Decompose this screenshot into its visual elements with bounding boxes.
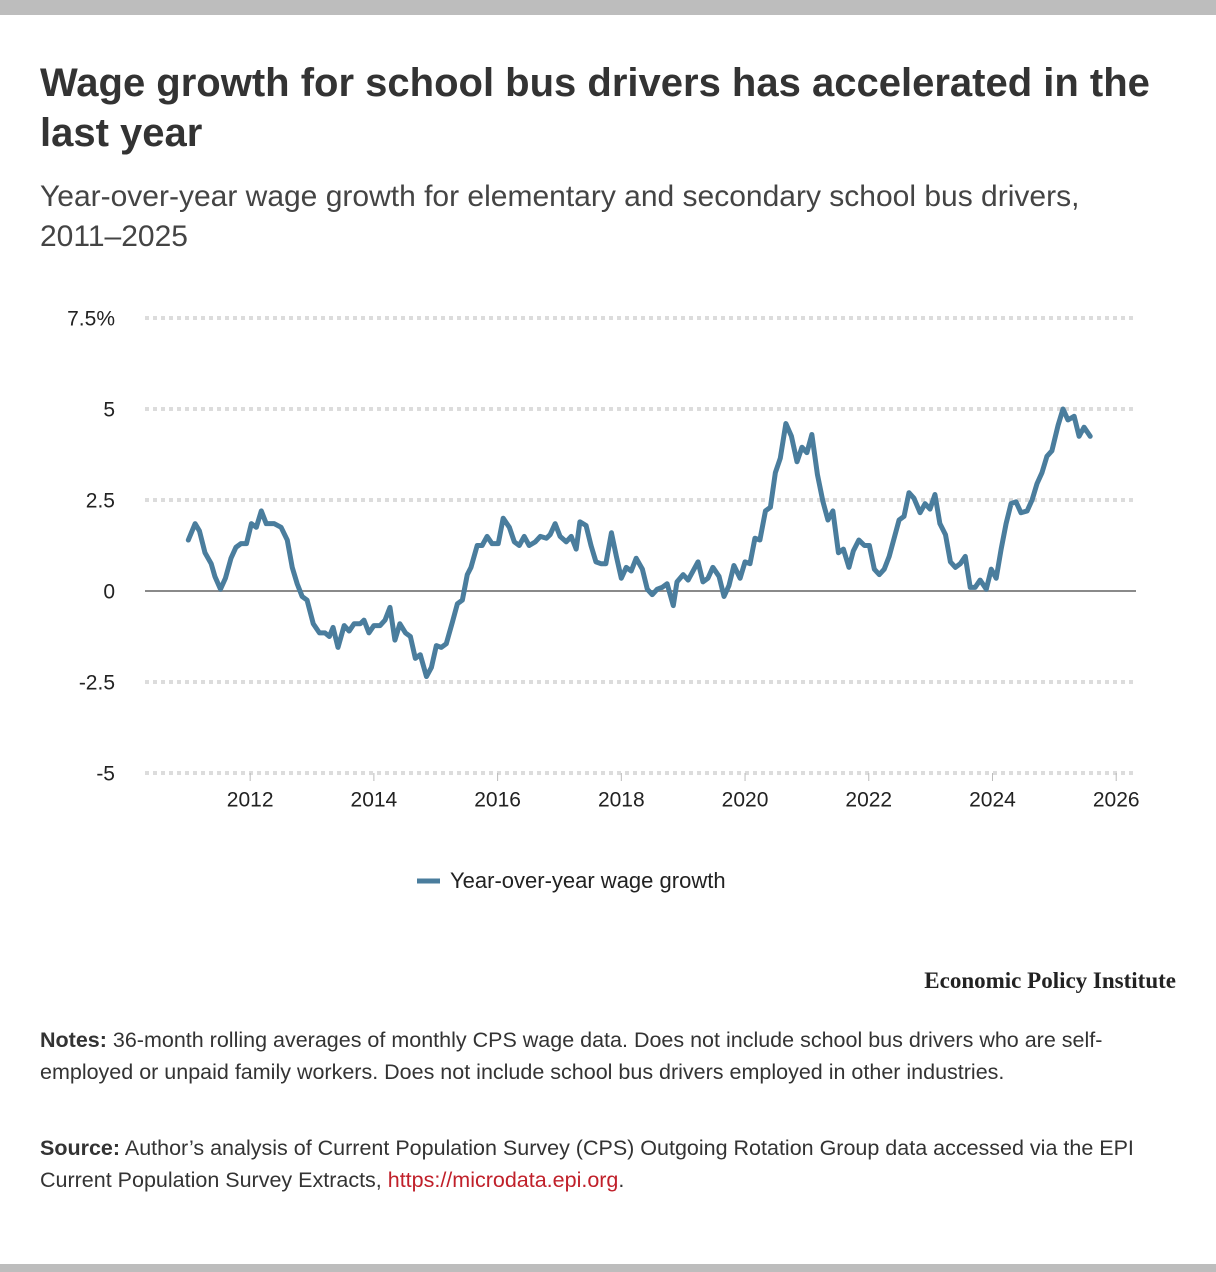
x-tick-label: 2014 (351, 789, 398, 812)
brand: Economic Policy Institute (924, 968, 1176, 993)
y-tick-label: 5 (103, 399, 115, 422)
legend-label: Year-over-year wage growth (450, 868, 726, 893)
y-tick-label: -5 (96, 763, 115, 786)
data-line (185, 406, 1093, 680)
x-tick-label: 2024 (969, 789, 1016, 812)
x-tick-label: 2020 (722, 789, 769, 812)
top-bar (0, 0, 1216, 15)
source-end: . (618, 1168, 625, 1192)
y-tick-label: 2.5 (86, 490, 115, 513)
x-tick-label: 2022 (845, 789, 892, 812)
chart: -5 -2.5 0 2.5 7.5% 5 2012 2014 2016 2018 2020 2022 2… (67, 308, 1140, 893)
source-text: Author’s analysis of Current Population … (40, 1136, 1134, 1192)
y-tick-label: 0 (103, 581, 115, 604)
x-tick-label: 2026 (1093, 789, 1140, 812)
chart-subtitle: Year-over-year wage growth for elementar… (40, 180, 1080, 253)
x-tick-label: 2012 (227, 789, 274, 812)
y-tick-label: 7.5% (67, 308, 115, 331)
chart-title: Wage growth for school bus drivers has a… (40, 61, 1150, 155)
x-tick-label: 2016 (474, 789, 521, 812)
source-label: Source: (40, 1136, 121, 1160)
bottom-bar (0, 1264, 1216, 1272)
x-tick-label: 2018 (598, 789, 645, 812)
source: Source: Author’s analysis of Current Pop… (40, 1132, 1180, 1196)
notes-text: 36-month rolling averages of monthly CPS… (40, 1028, 1103, 1084)
source-link[interactable]: https://microdata.epi.org (387, 1168, 619, 1192)
notes-label: Notes: (40, 1028, 107, 1052)
y-tick-label: -2.5 (79, 672, 115, 695)
notes: Notes: 36-month rolling averages of mont… (40, 1024, 1180, 1088)
